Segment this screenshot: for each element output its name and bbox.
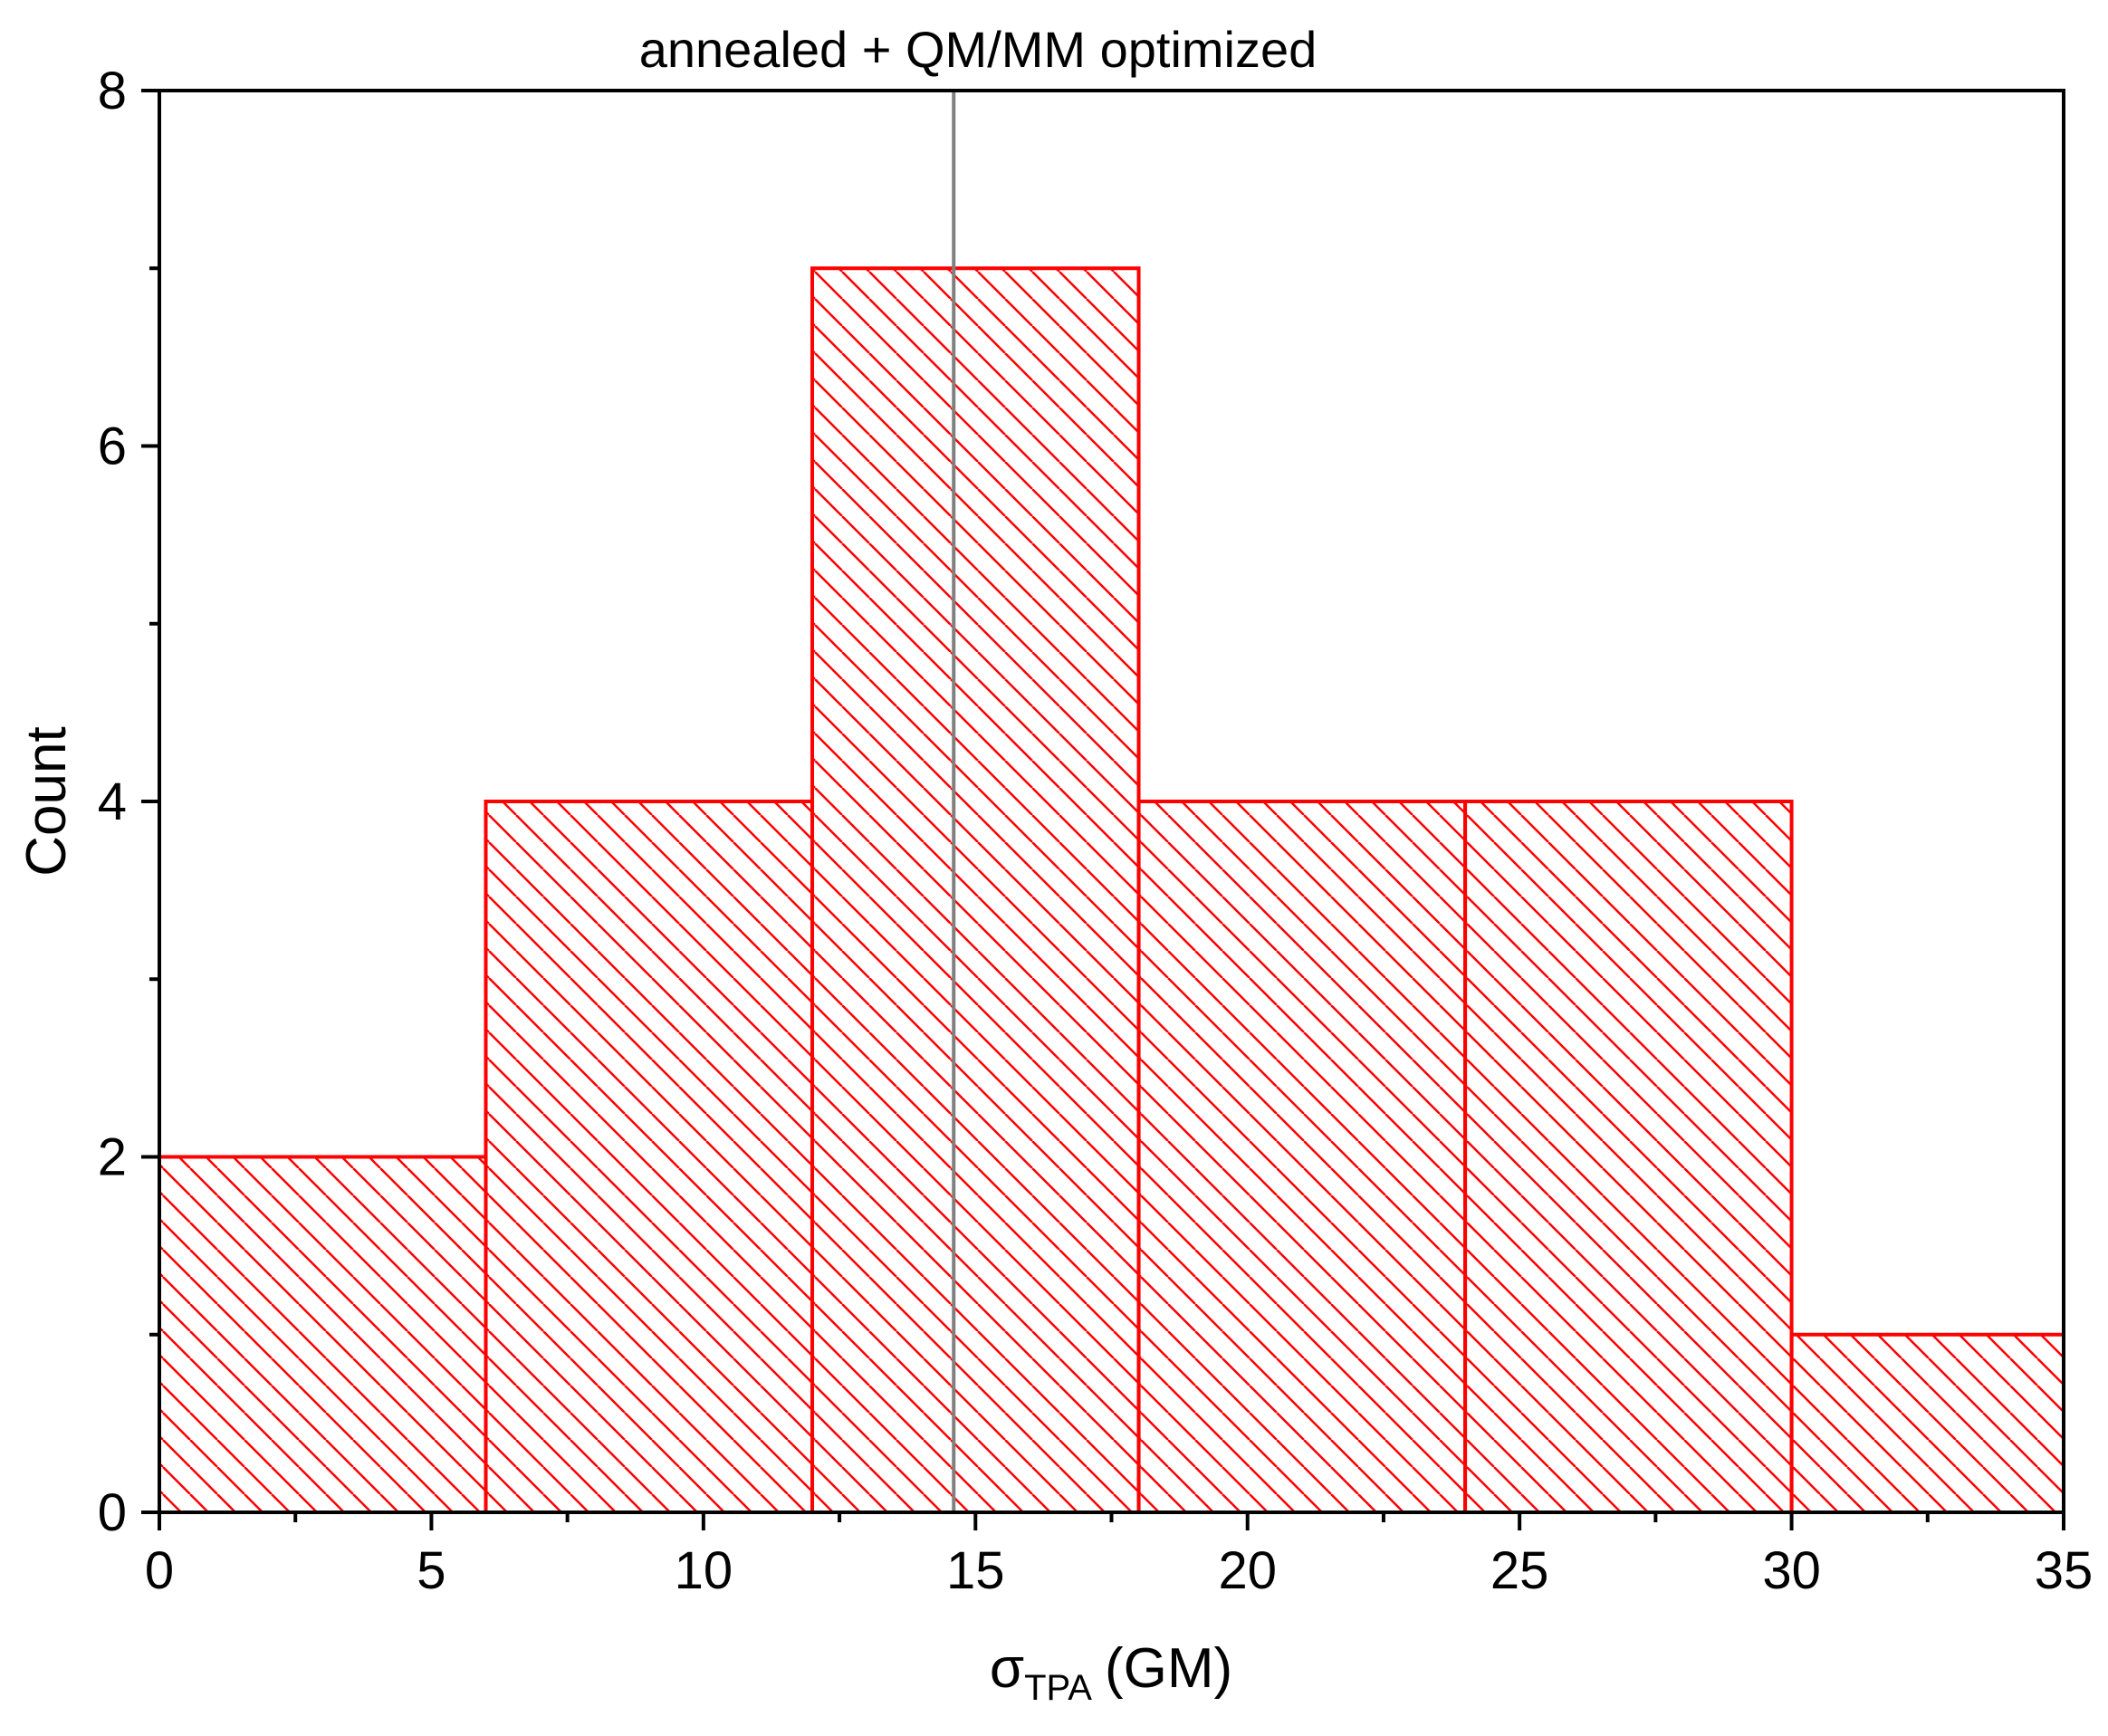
histogram-bar-4 bbox=[1463, 800, 1794, 1512]
reference-line-label: annealed + QM/MM optimized bbox=[639, 21, 1318, 78]
x-axis-symbol: σ bbox=[990, 1637, 1024, 1700]
histogram-bar-1 bbox=[484, 800, 815, 1512]
histogram-bar-3 bbox=[1136, 800, 1468, 1512]
histogram-bars bbox=[159, 266, 2064, 1512]
x-tick-label: 25 bbox=[1490, 1541, 1549, 1600]
x-tick-label: 0 bbox=[145, 1541, 174, 1600]
x-axis: 0 5 10 15 20 25 30 35 bbox=[145, 1512, 2093, 1600]
x-tick-label: 35 bbox=[2035, 1541, 2094, 1600]
x-tick-label: 30 bbox=[1762, 1541, 1821, 1600]
y-tick-label: 4 bbox=[98, 772, 127, 831]
y-tick-label: 2 bbox=[98, 1128, 127, 1187]
y-tick-label: 6 bbox=[98, 417, 127, 476]
y-axis-title: Count bbox=[15, 726, 78, 876]
x-tick-label: 10 bbox=[675, 1541, 733, 1600]
y-axis: 0 2 4 6 8 bbox=[98, 62, 159, 1542]
y-tick-label: 8 bbox=[98, 62, 127, 120]
histogram-bar-5 bbox=[1789, 1332, 2064, 1512]
y-tick-label: 0 bbox=[98, 1483, 127, 1542]
histogram-bar-2 bbox=[810, 266, 1141, 1512]
x-tick-label: 20 bbox=[1218, 1541, 1277, 1600]
histogram-bar-0 bbox=[159, 1155, 488, 1512]
x-axis-unit: (GM) bbox=[1105, 1637, 1232, 1700]
x-axis-subscript: TPA bbox=[1024, 1668, 1092, 1708]
x-axis-title: σTPA (GM) bbox=[990, 1637, 1232, 1708]
x-tick-label: 15 bbox=[946, 1541, 1005, 1600]
x-tick-label: 5 bbox=[417, 1541, 446, 1600]
